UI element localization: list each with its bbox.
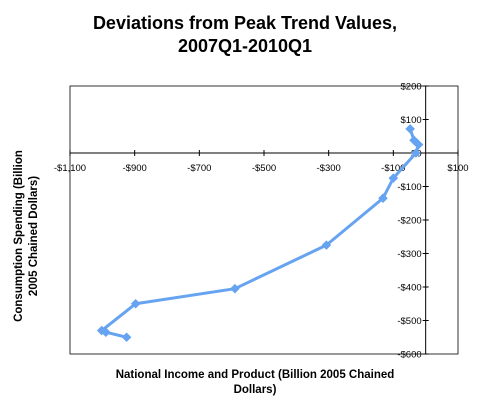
x-tick-label: -$1,100 [54, 163, 86, 174]
data-point-marker [121, 332, 132, 343]
y-tick-label: -$100 [397, 182, 421, 193]
x-axis-title-line-1: National Income and Product (Billion 200… [115, 369, 395, 381]
x-tick-label: -$100 [381, 163, 405, 174]
data-point-marker [321, 240, 332, 250]
y-axis-title-line-2: 2005 Chained Dollars) [28, 175, 40, 297]
x-tick-label: -$700 [187, 163, 211, 174]
x-axis-title-line-2: Dollars) [233, 384, 277, 396]
data-point-marker [378, 193, 388, 204]
data-point-marker [411, 148, 421, 158]
data-point-marker [130, 298, 141, 309]
y-tick-label: -$400 [397, 283, 421, 294]
chart-title: Deviations from Peak Trend Values, 2007Q… [0, 12, 490, 58]
y-axis-title-line-1: Consumption Spending (Billion [13, 150, 25, 322]
x-axis-title: National Income and Product (Billion 200… [80, 368, 430, 398]
y-tick-label: $200 [401, 82, 422, 93]
y-tick-label: -$600 [397, 350, 421, 361]
y-tick-label: $100 [401, 115, 422, 126]
plot-area-border [69, 85, 459, 355]
x-tick-label: -$300 [317, 163, 341, 174]
data-point-marker [96, 325, 107, 336]
data-point-marker [413, 139, 424, 150]
data-point-marker [230, 283, 240, 294]
x-tick-label: -$900 [123, 163, 147, 174]
data-point-marker [409, 135, 419, 146]
chart-title-line-1: Deviations from Peak Trend Values, [92, 13, 398, 33]
x-tick-label: -$500 [252, 163, 276, 174]
y-tick-label: -$300 [397, 249, 421, 260]
data-point-marker [101, 327, 111, 338]
series-group [96, 124, 424, 343]
y-tick-label: -$200 [397, 216, 421, 227]
y-tick-label: -$500 [397, 316, 421, 327]
chart-title-line-2: 2007Q1-2010Q1 [177, 36, 313, 56]
data-point-marker [405, 124, 415, 134]
x-tick-label: $100 [447, 163, 468, 174]
data-point-marker [388, 173, 399, 183]
